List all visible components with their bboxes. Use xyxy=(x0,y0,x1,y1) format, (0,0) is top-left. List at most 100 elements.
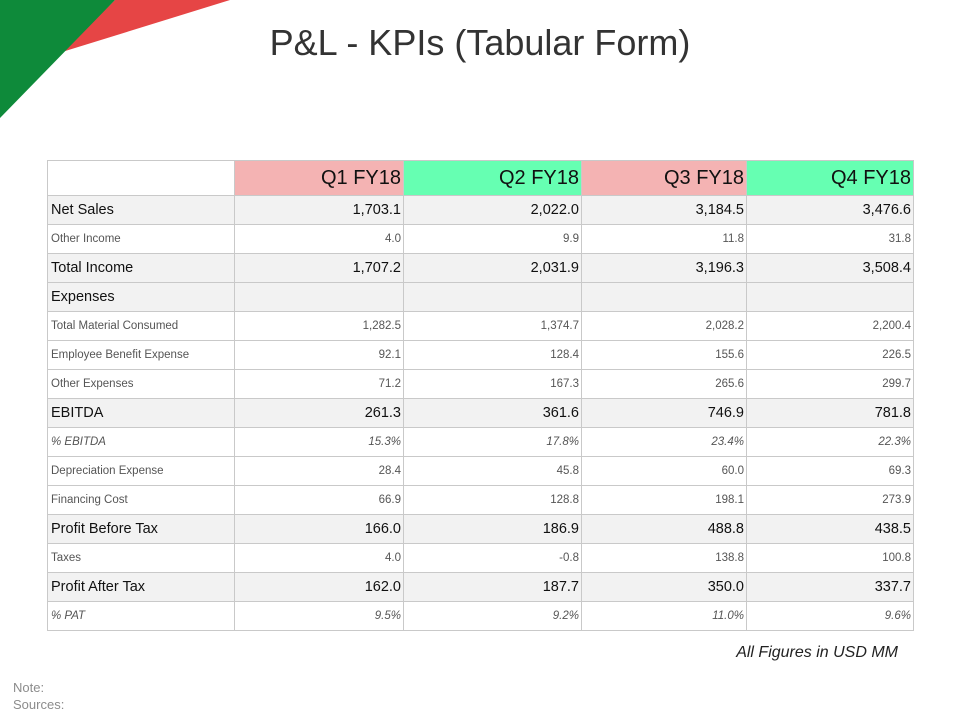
row-net-sales: Net Sales 1,703.1 2,022.0 3,184.5 3,476.… xyxy=(47,195,914,225)
cell-q3: 138.8 xyxy=(581,543,747,573)
row-taxes: Taxes 4.0 -0.8 138.8 100.8 xyxy=(47,543,914,573)
row-other-income: Other Income 4.0 9.9 11.8 31.8 xyxy=(47,224,914,254)
notes-block: Note: Sources: xyxy=(13,679,64,713)
header-q1: Q1 FY18 xyxy=(234,160,404,196)
row-label: Net Sales xyxy=(47,195,235,225)
cell-q1: 15.3% xyxy=(234,427,404,457)
cell-q4: 100.8 xyxy=(746,543,914,573)
cell-q3: 23.4% xyxy=(581,427,747,457)
row-label: Taxes xyxy=(47,543,235,573)
corner-green-triangle xyxy=(0,0,115,118)
cell-q2: 2,031.9 xyxy=(403,253,582,283)
cell-q1: 1,707.2 xyxy=(234,253,404,283)
cell-q4: 9.6% xyxy=(746,601,914,631)
cell-q1: 166.0 xyxy=(234,514,404,544)
cell-q2: 1,374.7 xyxy=(403,311,582,341)
cell-q2: 9.2% xyxy=(403,601,582,631)
note-label: Note: xyxy=(13,680,45,695)
row-total-income: Total Income 1,707.2 2,031.9 3,196.3 3,5… xyxy=(47,253,914,283)
cell-q2: 17.8% xyxy=(403,427,582,457)
cell-q3: 60.0 xyxy=(581,456,747,486)
corner-red-stripe xyxy=(62,0,230,52)
cell-q2: 167.3 xyxy=(403,369,582,399)
cell-q4: 273.9 xyxy=(746,485,914,515)
row-label: Other Expenses xyxy=(47,369,235,399)
row-total-material-consumed: Total Material Consumed 1,282.5 1,374.7 … xyxy=(47,311,914,341)
cell-q1 xyxy=(234,282,404,312)
cell-q3: 3,196.3 xyxy=(581,253,747,283)
row-profit-before-tax: Profit Before Tax 166.0 186.9 488.8 438.… xyxy=(47,514,914,544)
cell-q1: 9.5% xyxy=(234,601,404,631)
row-label: % EBITDA xyxy=(47,427,235,457)
cell-q4: 2,200.4 xyxy=(746,311,914,341)
cell-q4: 337.7 xyxy=(746,572,914,602)
cell-q1: 1,282.5 xyxy=(234,311,404,341)
header-q4: Q4 FY18 xyxy=(746,160,914,196)
cell-q4: 299.7 xyxy=(746,369,914,399)
cell-q4: 69.3 xyxy=(746,456,914,486)
cell-q1: 71.2 xyxy=(234,369,404,399)
cell-q3 xyxy=(581,282,747,312)
row-depreciation-expense: Depreciation Expense 28.4 45.8 60.0 69.3 xyxy=(47,456,914,486)
cell-q2: 128.8 xyxy=(403,485,582,515)
cell-q4: 438.5 xyxy=(746,514,914,544)
row-label: Expenses xyxy=(47,282,235,312)
cell-q1: 92.1 xyxy=(234,340,404,370)
cell-q4: 31.8 xyxy=(746,224,914,254)
row-ebitda-percent: % EBITDA 15.3% 17.8% 23.4% 22.3% xyxy=(47,427,914,457)
cell-q2 xyxy=(403,282,582,312)
cell-q3: 11.8 xyxy=(581,224,747,254)
cell-q1: 1,703.1 xyxy=(234,195,404,225)
row-label: Depreciation Expense xyxy=(47,456,235,486)
cell-q2: 2,022.0 xyxy=(403,195,582,225)
row-label: Profit After Tax xyxy=(47,572,235,602)
cell-q2: 9.9 xyxy=(403,224,582,254)
cell-q3: 746.9 xyxy=(581,398,747,428)
cell-q1: 66.9 xyxy=(234,485,404,515)
row-profit-after-tax: Profit After Tax 162.0 187.7 350.0 337.7 xyxy=(47,572,914,602)
cell-q3: 11.0% xyxy=(581,601,747,631)
row-ebitda: EBITDA 261.3 361.6 746.9 781.8 xyxy=(47,398,914,428)
cell-q4: 781.8 xyxy=(746,398,914,428)
cell-q4: 3,508.4 xyxy=(746,253,914,283)
cell-q2: 361.6 xyxy=(403,398,582,428)
row-label: % PAT xyxy=(47,601,235,631)
cell-q3: 350.0 xyxy=(581,572,747,602)
header-corner-cell xyxy=(47,160,235,196)
page-title: P&L - KPIs (Tabular Form) xyxy=(269,22,691,63)
cell-q3: 155.6 xyxy=(581,340,747,370)
units-footnote: All Figures in USD MM xyxy=(736,644,898,661)
row-label: Total Income xyxy=(47,253,235,283)
cell-q4: 3,476.6 xyxy=(746,195,914,225)
pl-table: Q1 FY18 Q2 FY18 Q3 FY18 Q4 FY18 Net Sale… xyxy=(47,160,914,631)
corner-decoration xyxy=(0,0,230,118)
cell-q4: 22.3% xyxy=(746,427,914,457)
header-q2: Q2 FY18 xyxy=(403,160,582,196)
row-label: Profit Before Tax xyxy=(47,514,235,544)
sources-label: Sources: xyxy=(13,697,65,712)
row-label: Financing Cost xyxy=(47,485,235,515)
header-q3: Q3 FY18 xyxy=(581,160,747,196)
header-row: Q1 FY18 Q2 FY18 Q3 FY18 Q4 FY18 xyxy=(47,160,914,196)
cell-q1: 4.0 xyxy=(234,543,404,573)
cell-q2: 45.8 xyxy=(403,456,582,486)
cell-q2: 187.7 xyxy=(403,572,582,602)
row-label: Other Income xyxy=(47,224,235,254)
cell-q3: 488.8 xyxy=(581,514,747,544)
cell-q1: 28.4 xyxy=(234,456,404,486)
cell-q3: 265.6 xyxy=(581,369,747,399)
cell-q1: 4.0 xyxy=(234,224,404,254)
row-pat-percent: % PAT 9.5% 9.2% 11.0% 9.6% xyxy=(47,601,914,631)
cell-q1: 261.3 xyxy=(234,398,404,428)
row-financing-cost: Financing Cost 66.9 128.8 198.1 273.9 xyxy=(47,485,914,515)
cell-q3: 198.1 xyxy=(581,485,747,515)
row-label: Employee Benefit Expense xyxy=(47,340,235,370)
cell-q1: 162.0 xyxy=(234,572,404,602)
row-label: EBITDA xyxy=(47,398,235,428)
cell-q2: 186.9 xyxy=(403,514,582,544)
cell-q2: 128.4 xyxy=(403,340,582,370)
cell-q4 xyxy=(746,282,914,312)
cell-q3: 3,184.5 xyxy=(581,195,747,225)
row-other-expenses: Other Expenses 71.2 167.3 265.6 299.7 xyxy=(47,369,914,399)
cell-q2: -0.8 xyxy=(403,543,582,573)
